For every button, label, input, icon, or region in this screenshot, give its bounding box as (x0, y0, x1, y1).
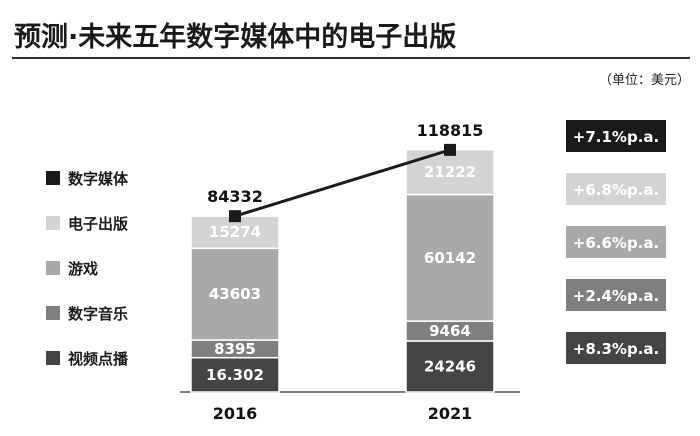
legend-label: 数字媒体 (68, 170, 129, 188)
bar-value-label: 9464 (429, 322, 471, 340)
bars-group: 16.302 8395 43603 15274 24246 9464 60142 21222 (190, 149, 495, 393)
growth-label: +6.6%p.a. (573, 234, 659, 252)
bar-value-label: 24246 (424, 357, 476, 375)
bar-segment-0-1 (405, 340, 495, 393)
bar-segment-2-1 (405, 193, 495, 322)
total-value-label: 118815 (417, 121, 484, 140)
totals-group: 84332 118815 (207, 121, 484, 223)
legend-swatch (46, 216, 60, 230)
growth-box (566, 279, 666, 311)
x-tick-label: 2016 (213, 404, 258, 423)
total-value-label: 84332 (207, 187, 263, 206)
bar-value-label: 15274 (209, 223, 261, 241)
growth-box (566, 120, 666, 152)
bar-segment-3-0 (190, 215, 280, 250)
legend-label: 电子出版 (68, 215, 128, 233)
bar-value-label: 16.302 (206, 366, 264, 384)
category-labels-group: 2016 2021 (213, 404, 473, 423)
growth-box (566, 173, 666, 205)
total-marker (229, 210, 241, 223)
bar-segment-0-0 (190, 356, 280, 393)
legend-label: 视频点播 (68, 350, 129, 368)
bar-value-label: 60142 (424, 249, 476, 267)
legend-label: 数字音乐 (68, 305, 128, 323)
legend-swatch (46, 261, 60, 275)
legend-swatch (46, 306, 60, 320)
bar-value-label: 21222 (424, 163, 476, 181)
growth-group: +7.1%p.a. +6.8%p.a. +6.6%p.a. +2.4%p.a. +8.3… (566, 120, 666, 364)
x-tick-label: 2021 (428, 404, 473, 423)
growth-label: +7.1%p.a. (573, 128, 659, 146)
growth-label: +2.4%p.a. (573, 287, 659, 305)
growth-label: +8.3%p.a. (573, 340, 659, 358)
bar-value-label: 8395 (214, 340, 256, 358)
chart-title: 预测·未来五年数字媒体中的电子出版 (14, 21, 456, 53)
legend-swatch (46, 351, 60, 365)
total-marker (444, 143, 456, 156)
bar-value-label: 43603 (209, 285, 261, 303)
total-trend-line (234, 148, 451, 218)
growth-box (566, 332, 666, 364)
unit-label: （单位：美元） (599, 73, 690, 88)
legend-label: 游戏 (68, 260, 98, 278)
legend-swatch (46, 171, 60, 185)
growth-box (566, 226, 666, 258)
growth-label: +6.8%p.a. (573, 181, 659, 199)
